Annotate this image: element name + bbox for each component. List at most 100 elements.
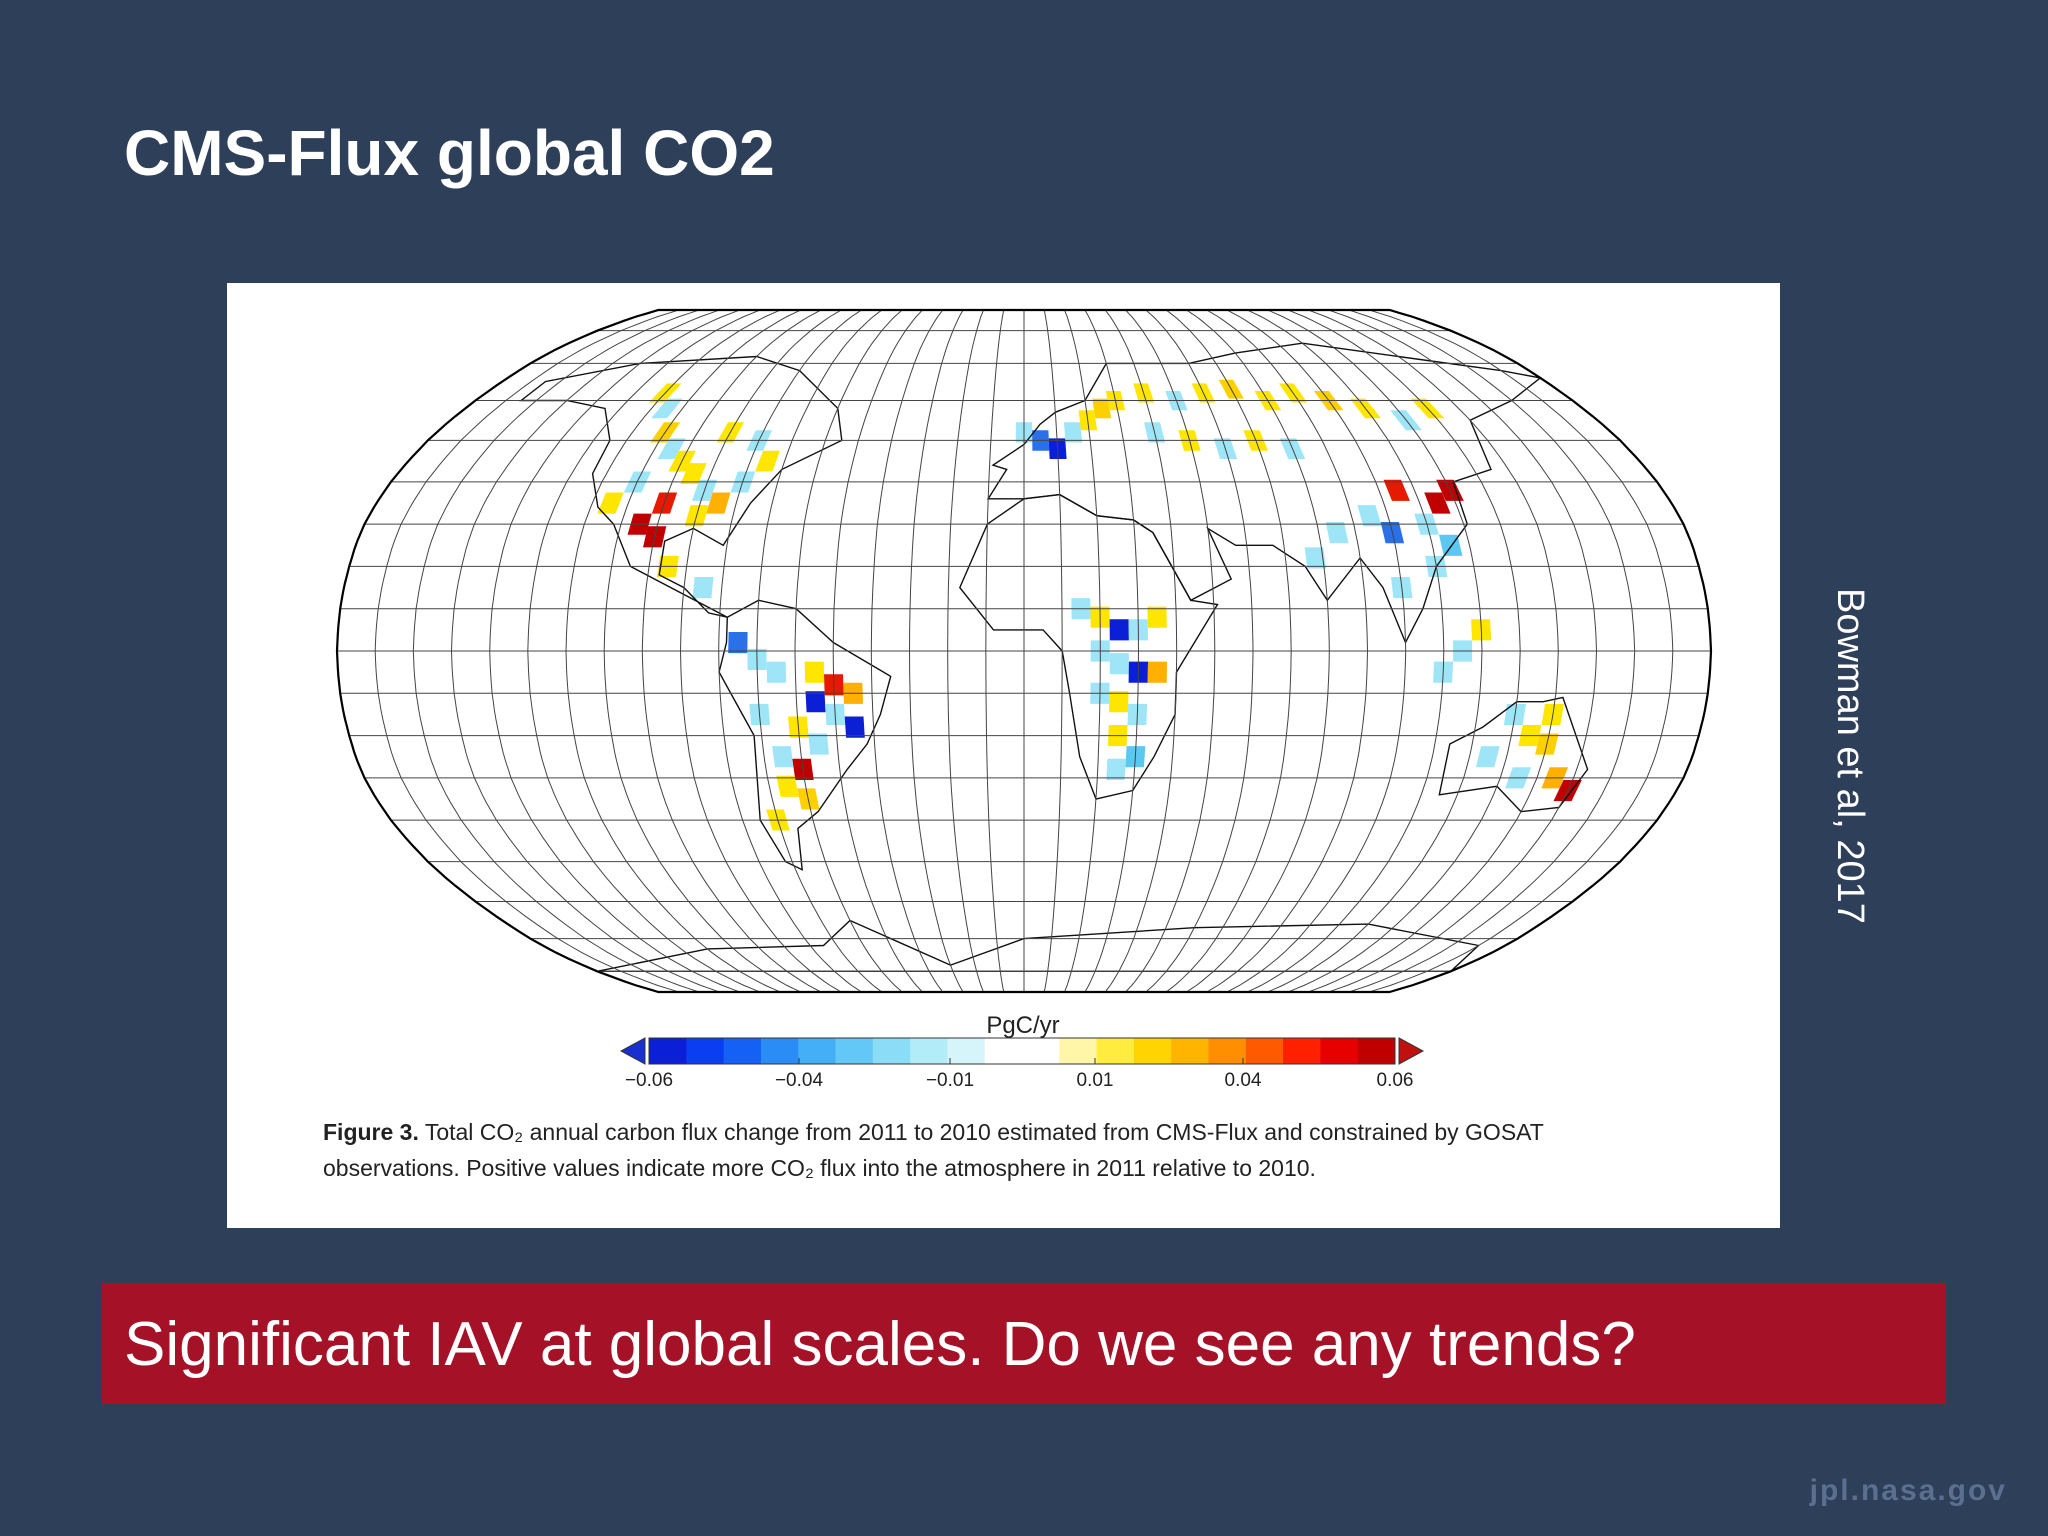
flux-patch: [776, 775, 799, 797]
meridian: [1247, 309, 1445, 993]
colorbar-tick-label: 0.01: [1077, 1070, 1114, 1091]
meridian: [947, 309, 984, 993]
colorbar-swatch: [760, 1038, 799, 1064]
colorbar-swatch: [1208, 1038, 1247, 1064]
meridian: [603, 309, 801, 993]
colorbar-swatch: [686, 1038, 725, 1064]
meridian: [1145, 309, 1254, 993]
colorbar-swatch: [1096, 1038, 1135, 1064]
flux-patch: [804, 661, 825, 683]
caption-text: Total CO₂ annual carbon flux change from…: [419, 1119, 1544, 1145]
flux-patch: [1383, 479, 1410, 501]
meridian: [756, 309, 883, 993]
meridian: [1165, 309, 1292, 993]
flux-patch: [1357, 505, 1382, 527]
flux-patch: [1109, 653, 1129, 675]
colorbar-swatch: [910, 1038, 948, 1064]
meridian: [565, 309, 781, 993]
banner-text: Significant IAV at global scales. Do we …: [124, 1310, 1636, 1379]
meridian: [527, 309, 761, 993]
flux-patch: [1106, 758, 1126, 780]
flux-patch: [1424, 492, 1451, 514]
coastline: [519, 355, 843, 618]
map: [335, 308, 1713, 994]
flux-patch: [1475, 746, 1500, 768]
flux-patch: [728, 632, 748, 654]
meridian: [489, 309, 740, 993]
colorbar-swatch: [984, 1038, 1023, 1064]
colorbar-swatch: [947, 1038, 986, 1064]
meridian: [679, 309, 842, 993]
meridian: [1348, 309, 1636, 993]
colorbar-swatch: [1320, 1038, 1359, 1064]
colorbar-swatch: [798, 1038, 836, 1064]
caption-label: Figure 3.: [323, 1119, 419, 1145]
coastline: [1438, 696, 1589, 813]
colorbar-swatch: [1283, 1038, 1321, 1064]
meridian: [870, 309, 944, 993]
caption-text: observations. Positive values indicate m…: [323, 1155, 1316, 1181]
flux-patch: [1325, 522, 1349, 544]
meridian: [794, 309, 903, 993]
flux-patch: [657, 438, 686, 459]
meridian: [1328, 309, 1598, 993]
flux-patch: [680, 463, 707, 484]
colorbar-swatch: [835, 1038, 874, 1064]
meridian: [1084, 309, 1140, 993]
meridian: [1186, 309, 1330, 993]
flux-patch: [1304, 547, 1326, 569]
flux-patch: [651, 398, 683, 419]
meridian: [450, 309, 720, 993]
colorbar-tick-label: −0.06: [625, 1070, 673, 1091]
flux-patch: [808, 733, 829, 755]
citation: Bowman et al, 2017: [1829, 588, 1871, 924]
meridian: [718, 309, 862, 993]
flux-patch: [844, 716, 865, 738]
meridian: [1104, 309, 1178, 993]
flux-patch: [692, 577, 714, 599]
colorbar-tick-label: −0.04: [775, 1070, 824, 1091]
flux-patch: [772, 746, 794, 768]
meridian: [1064, 309, 1101, 993]
colorbar-tick-label: 0.06: [1377, 1070, 1414, 1091]
caption-line: Figure 3. Total CO₂ annual carbon flux c…: [323, 1119, 1544, 1145]
meridian: [1267, 309, 1483, 993]
colorbar-swatch: [872, 1038, 911, 1064]
meridian: [985, 309, 1005, 993]
colorbar: −0.06 −0.04 −0.01 0.01 0.04 0.06: [619, 1037, 1425, 1091]
flux-patch: [1109, 691, 1129, 713]
meridian: [1226, 309, 1407, 993]
colorbar-swatch: [1245, 1038, 1284, 1064]
colorbar-tick-label: 0.04: [1225, 1070, 1262, 1091]
meridian: [832, 309, 923, 993]
map-outline: [335, 308, 1713, 994]
flux-patch: [805, 691, 826, 713]
flux-patch: [597, 492, 624, 514]
colorbar-swatch: [1022, 1038, 1060, 1064]
flux-patch: [1147, 661, 1167, 683]
meridian: [908, 309, 964, 993]
meridian: [1125, 309, 1216, 993]
banner: [102, 1283, 1946, 1404]
flux-patch: [1092, 398, 1112, 419]
flux-patch: [755, 450, 780, 472]
colorbar-swatch: [723, 1038, 762, 1064]
colorbar-swatch: [1133, 1038, 1172, 1064]
colorbar-tick-label: −0.01: [926, 1070, 974, 1091]
meridian: [412, 309, 700, 993]
meridian: [1369, 309, 1674, 993]
flux-patch: [1064, 422, 1083, 443]
colorbar-swatch: [1357, 1038, 1396, 1064]
footer: jpl.nasa.gov: [1809, 1474, 2007, 1507]
colorbar-swatch: [1059, 1038, 1098, 1064]
colorbar-label: PgC/yr: [986, 1012, 1059, 1039]
colorbar-frame: [648, 1037, 1396, 1065]
meridian: [1308, 309, 1559, 993]
flux-patch: [766, 661, 787, 683]
flux-patch: [1147, 606, 1167, 628]
flux-patch: [706, 492, 731, 514]
meridian: [1287, 309, 1521, 993]
meridian: [374, 309, 679, 993]
colorbar-swatch: [1171, 1038, 1209, 1064]
